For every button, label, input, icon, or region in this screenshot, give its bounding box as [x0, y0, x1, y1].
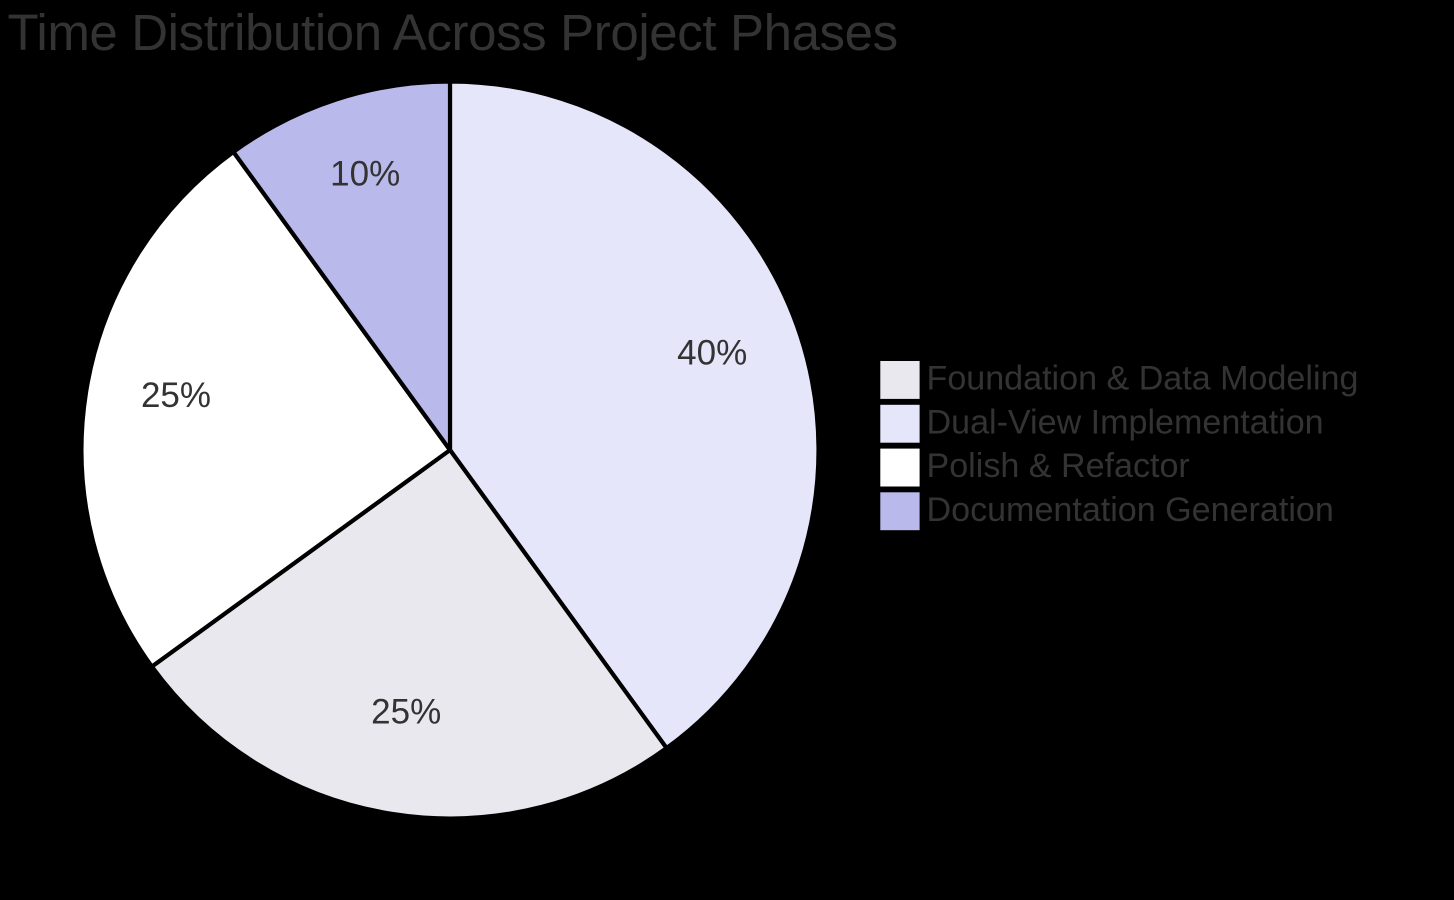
svg-text:Documentation Generation: Documentation Generation — [927, 491, 1334, 529]
svg-text:25%: 25% — [371, 693, 441, 732]
svg-text:Foundation & Data Modeling: Foundation & Data Modeling — [927, 360, 1359, 398]
svg-text:Dual-View Implementation: Dual-View Implementation — [927, 403, 1324, 441]
svg-text:Polish & Refactor: Polish & Refactor — [927, 447, 1190, 485]
svg-text:Time Distribution Across Proje: Time Distribution Across Project Phases — [8, 4, 898, 61]
svg-text:25%: 25% — [141, 376, 211, 415]
svg-text:10%: 10% — [330, 155, 400, 194]
svg-text:40%: 40% — [677, 333, 747, 372]
